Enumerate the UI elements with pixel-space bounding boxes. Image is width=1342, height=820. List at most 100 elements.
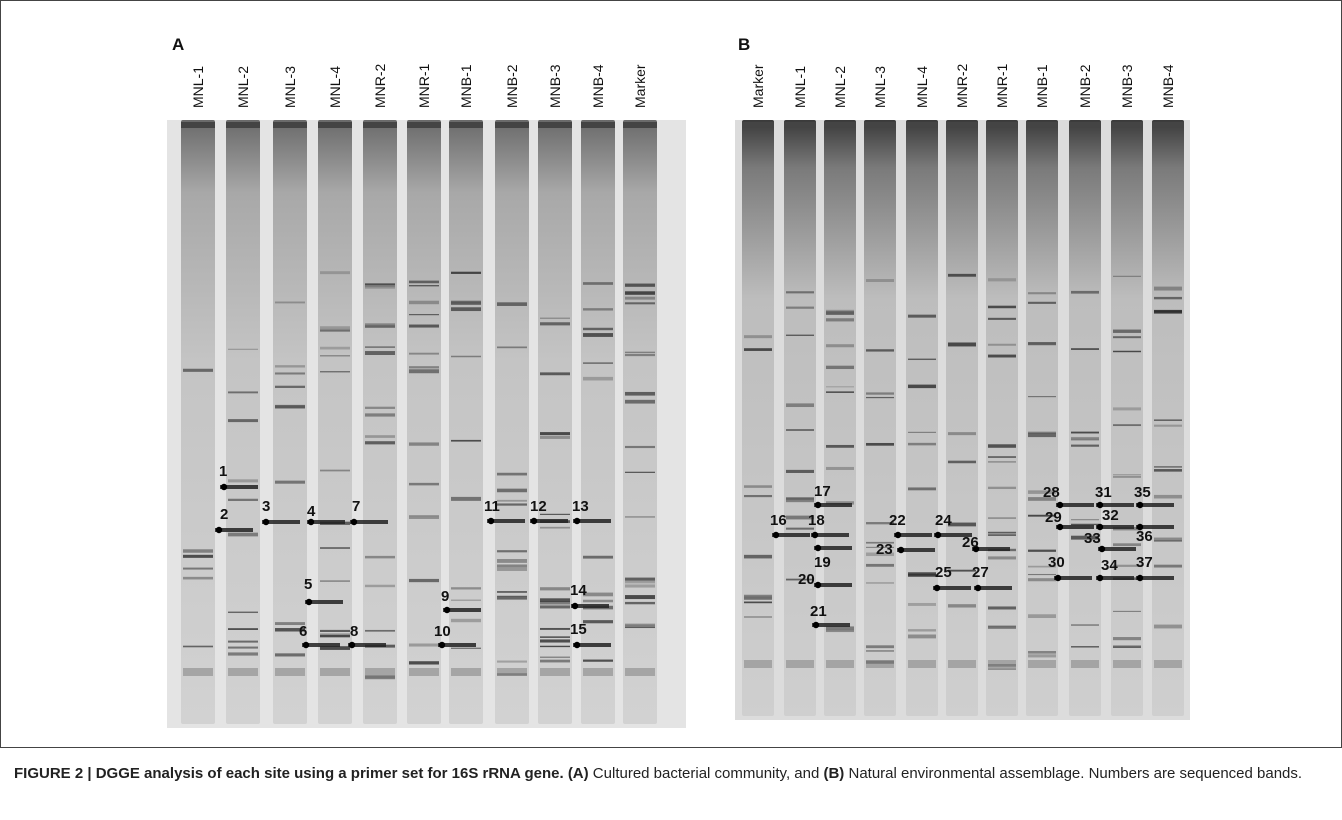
- gel-band: [409, 661, 439, 665]
- band-number: 27: [972, 564, 989, 581]
- lane-label: MNB-1: [458, 64, 474, 108]
- gel-band: [530, 519, 568, 523]
- gel-band: [908, 358, 936, 361]
- gel-band: [302, 643, 340, 647]
- gel-band: [583, 660, 613, 662]
- gel-band: [1154, 469, 1182, 472]
- band-dot: [302, 641, 310, 649]
- lane-label: MNB-3: [1119, 64, 1135, 108]
- gel-band: [1071, 438, 1099, 441]
- gel-band: [320, 346, 350, 350]
- gel-band: [786, 660, 814, 668]
- gel-band: [1136, 525, 1174, 529]
- gel-band: [786, 499, 814, 503]
- gel-band: [583, 659, 613, 661]
- gel-band: [497, 660, 527, 663]
- gel-band: [451, 439, 481, 442]
- gel-band: [988, 354, 1016, 358]
- band-dot: [1096, 523, 1104, 531]
- gel-band: [540, 322, 570, 326]
- gel-band: [228, 391, 258, 394]
- gel-band: [786, 469, 814, 473]
- well: [1152, 122, 1184, 128]
- band-number: 30: [1048, 554, 1065, 571]
- gel-band: [1056, 503, 1094, 507]
- gel-band: [1154, 494, 1182, 499]
- band-dot: [1056, 523, 1064, 531]
- gel-band: [1113, 637, 1141, 641]
- band-number: 34: [1101, 557, 1118, 574]
- band-number: 26: [962, 534, 979, 551]
- gel-band: [786, 291, 814, 294]
- gel-band: [625, 516, 655, 518]
- gel-band: [320, 328, 350, 332]
- gel-band: [908, 442, 936, 446]
- gel-band: [228, 640, 258, 643]
- well: [1069, 122, 1101, 128]
- gel-band: [540, 432, 570, 436]
- gel-band: [744, 660, 772, 668]
- gel-band: [320, 271, 350, 275]
- gel-band: [866, 349, 894, 352]
- gel-band: [744, 616, 772, 618]
- band-dot: [1136, 574, 1144, 582]
- gel-band: [540, 636, 570, 638]
- lane-label: MNB-2: [1077, 64, 1093, 108]
- gel-band: [908, 384, 936, 389]
- gel-band: [228, 348, 258, 350]
- gel-band: [1154, 660, 1182, 668]
- gel-band: [573, 643, 611, 647]
- gel-band: [228, 668, 258, 676]
- gel-band: [365, 351, 395, 355]
- well: [181, 122, 215, 128]
- gel-band: [948, 342, 976, 347]
- well: [538, 122, 572, 128]
- gel-band: [451, 355, 481, 358]
- gel-band: [826, 466, 854, 470]
- band-number: 10: [434, 623, 451, 640]
- band-number: 5: [304, 576, 312, 593]
- gel-band: [348, 643, 386, 647]
- gel-band: [1028, 614, 1056, 619]
- gel-band: [625, 291, 655, 295]
- gel-band: [988, 660, 1016, 668]
- gel-band: [1113, 610, 1141, 612]
- band-number: 28: [1043, 484, 1060, 501]
- gel-band: [497, 596, 527, 600]
- gel-band: [826, 386, 854, 388]
- gel-band: [320, 371, 350, 373]
- band-dot: [933, 584, 941, 592]
- band-number: 35: [1134, 484, 1151, 501]
- gel-band: [866, 392, 894, 395]
- gel-band: [571, 604, 609, 608]
- gel-band: [409, 442, 439, 446]
- band-number: 7: [352, 498, 360, 515]
- gel-band: [988, 625, 1016, 630]
- gel-band: [866, 396, 894, 399]
- gel-band: [933, 586, 971, 590]
- gel-band: [866, 442, 894, 446]
- lane-label: MNB-1: [1034, 64, 1050, 108]
- well: [946, 122, 978, 128]
- gel-band: [814, 583, 852, 587]
- gel-band: [305, 600, 343, 604]
- gel-band: [974, 586, 1012, 590]
- gel-band: [583, 327, 613, 331]
- gel-band: [625, 283, 655, 287]
- gel-band: [1136, 576, 1174, 580]
- band-number: 22: [889, 512, 906, 529]
- gel-band: [988, 317, 1016, 320]
- gel-band: [1028, 301, 1056, 304]
- well: [226, 122, 260, 128]
- gel-lane: [1069, 120, 1101, 716]
- lane-label: MNL-3: [872, 66, 888, 108]
- band-number: 13: [572, 498, 589, 515]
- gel-band: [365, 406, 395, 409]
- gel-band: [1071, 444, 1099, 447]
- band-dot: [1056, 501, 1064, 509]
- gel-band: [497, 503, 527, 506]
- band-dot: [305, 598, 313, 606]
- well: [623, 122, 657, 128]
- band-dot: [814, 501, 822, 509]
- gel-band: [1071, 523, 1099, 526]
